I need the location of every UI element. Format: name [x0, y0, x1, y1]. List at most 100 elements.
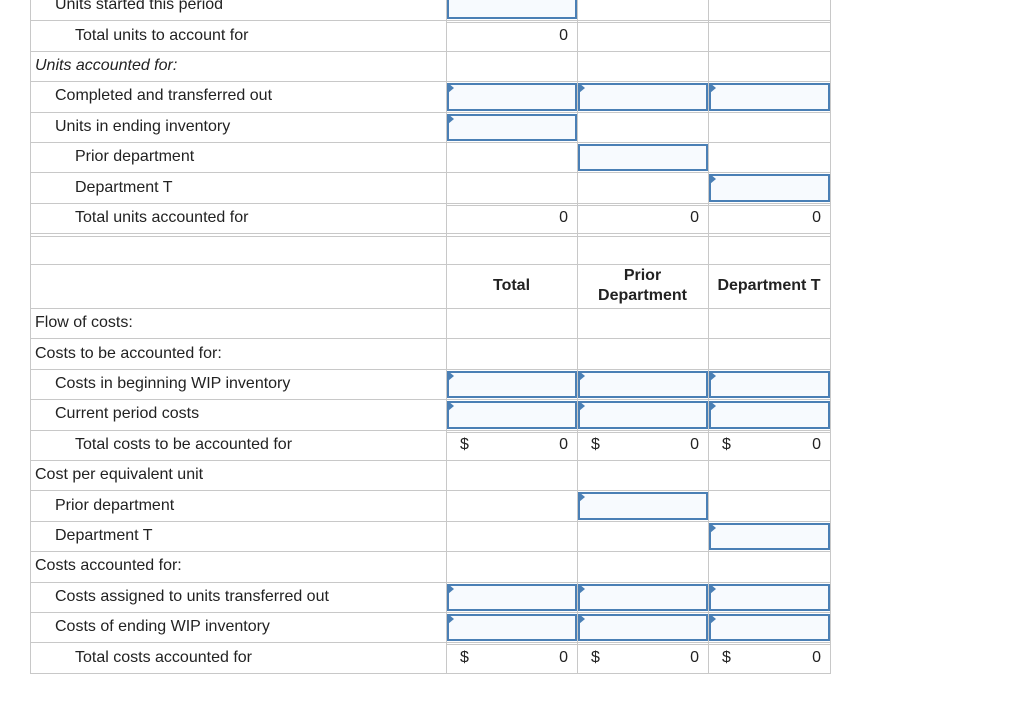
- row-label: Total costs accounted for: [75, 648, 252, 666]
- input-box[interactable]: [578, 83, 708, 111]
- total-border: [446, 644, 830, 646]
- input-marker: [710, 522, 716, 533]
- input-marker: [448, 113, 454, 124]
- input-box[interactable]: [578, 370, 708, 399]
- input-marker: [710, 174, 716, 185]
- row-border: [30, 236, 830, 238]
- cell-value: 0: [812, 435, 821, 453]
- input-marker: [579, 370, 585, 381]
- input-marker: [710, 583, 716, 594]
- input-marker: [448, 370, 454, 381]
- row-border: [30, 551, 830, 553]
- cell-value: 0: [559, 648, 568, 666]
- input-box[interactable]: [447, 370, 577, 399]
- cell-value: 0: [690, 648, 699, 666]
- row-label: Costs to be accounted for:: [35, 344, 222, 362]
- currency-sign: $: [722, 435, 731, 453]
- input-box[interactable]: [447, 583, 577, 611]
- row-label: Units accounted for:: [35, 57, 178, 74]
- input-marker: [579, 583, 585, 594]
- input-box[interactable]: [447, 0, 577, 20]
- row-border: [30, 520, 830, 522]
- input-box[interactable]: [709, 614, 830, 642]
- row-label: Department T: [55, 527, 153, 544]
- input-box[interactable]: [578, 144, 708, 172]
- input-box[interactable]: [709, 522, 830, 551]
- row-border: [30, 460, 830, 461]
- input-box[interactable]: [447, 113, 577, 141]
- column-header: Total: [446, 264, 577, 308]
- column-border: [30, 0, 31, 674]
- total-border: [446, 204, 830, 206]
- row-label: Department T: [75, 178, 173, 196]
- column-header-text: Prior Department: [598, 266, 687, 304]
- input-marker: [448, 614, 454, 624]
- input-marker: [448, 83, 454, 94]
- input-box[interactable]: [578, 401, 708, 429]
- row-border: [30, 490, 830, 492]
- row-label: Costs assigned to units transferred out: [55, 587, 329, 605]
- input-marker: [710, 614, 716, 624]
- input-box[interactable]: [447, 83, 577, 111]
- input-box[interactable]: [709, 83, 830, 111]
- row-border: [30, 338, 830, 340]
- row-label: Costs of ending WIP inventory: [55, 618, 270, 636]
- row-label: Flow of costs:: [35, 314, 133, 332]
- column-border: [577, 0, 578, 674]
- row-label: Completed and transferred out: [55, 87, 273, 105]
- row-label: Costs in beginning WIP inventory: [55, 375, 291, 392]
- cell-value: 0: [559, 26, 568, 44]
- cell-value: 0: [812, 209, 821, 226]
- row-border: [30, 263, 830, 265]
- input-box[interactable]: [578, 492, 708, 520]
- row-border: [30, 111, 830, 113]
- column-header-text: Total: [492, 276, 531, 294]
- row-label: Current period costs: [55, 405, 200, 423]
- input-box[interactable]: [709, 370, 830, 399]
- input-box[interactable]: [578, 614, 708, 642]
- row-label: Total units to account for: [75, 26, 249, 44]
- input-box[interactable]: [709, 174, 830, 202]
- input-box[interactable]: [447, 401, 577, 429]
- input-marker: [579, 492, 585, 503]
- column-header: Department T: [708, 264, 830, 308]
- row-border: [30, 581, 830, 583]
- row-label: Total costs to be accounted for: [75, 435, 293, 453]
- row-label: Total units accounted for: [75, 209, 249, 226]
- row-border: [30, 81, 830, 83]
- currency-sign: $: [460, 648, 469, 666]
- row-label: Cost per equivalent unit: [35, 466, 204, 484]
- cell-value: 0: [690, 209, 699, 226]
- row-border: [30, 172, 830, 174]
- input-marker: [710, 401, 716, 412]
- row-label: Prior department: [55, 496, 175, 514]
- row-border: [30, 642, 830, 644]
- input-box[interactable]: [709, 401, 830, 429]
- row-border: [30, 612, 830, 613]
- row-label: Prior department: [75, 148, 195, 166]
- input-box[interactable]: [578, 583, 708, 611]
- row-border: [30, 233, 830, 235]
- currency-sign: $: [722, 648, 731, 666]
- cell-value: 0: [690, 435, 699, 453]
- cell-value: 0: [559, 209, 568, 226]
- cell-value: 0: [812, 648, 821, 666]
- input-marker: [448, 401, 454, 412]
- input-marker: [710, 83, 716, 94]
- row-border: [30, 202, 830, 204]
- input-marker: [579, 401, 585, 412]
- currency-sign: $: [460, 435, 469, 453]
- row-label: Costs accounted for:: [35, 557, 182, 575]
- input-marker: [448, 583, 454, 594]
- row-border: [30, 429, 830, 431]
- column-border: [446, 0, 447, 674]
- row-border: [30, 672, 830, 674]
- row-border: [30, 20, 830, 22]
- column-header-text: Department T: [717, 276, 821, 294]
- input-box[interactable]: [447, 614, 577, 642]
- input-box[interactable]: [709, 583, 830, 611]
- row-label: Units started this period: [55, 0, 224, 14]
- row-border: [30, 308, 830, 309]
- column-border: [830, 0, 831, 674]
